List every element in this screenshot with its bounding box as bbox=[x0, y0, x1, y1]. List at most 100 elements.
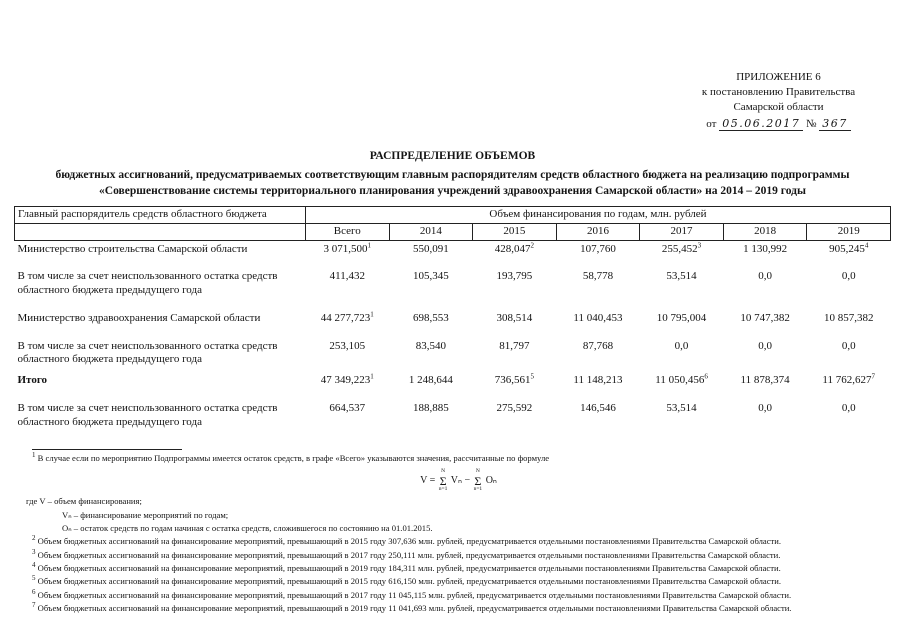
value-cell: 1 248,644 bbox=[408, 374, 453, 386]
formula-legend: где V – объем финансирования; Vₙ – финанс… bbox=[26, 495, 891, 535]
footnote-ref: 1 bbox=[370, 372, 374, 381]
appendix-line2: к постановлению Правительства bbox=[701, 85, 856, 98]
footnote-item: 7 Объем бюджетных ассигнований на финанс… bbox=[32, 600, 792, 613]
footnote-item: 5 Объем бюджетных ассигнований на финанс… bbox=[32, 574, 782, 587]
row-label: В том числе за счет неиспользованного ос… bbox=[17, 270, 278, 296]
appendix-block: ПРИЛОЖЕНИЕ 6 к постановлению Правительст… bbox=[666, 70, 891, 131]
column-header-financing: Объем финансирования по годам, млн. рубл… bbox=[305, 206, 891, 224]
value-cell: 47 349,2231 bbox=[320, 372, 374, 386]
footnote-ref: 3 bbox=[697, 240, 702, 249]
footnote-1: 1 В случае если по мероприятию Подпрогра… bbox=[32, 452, 891, 465]
value-cell: 188,885 bbox=[412, 401, 449, 414]
table-row: Министерство строительства Самарской обл… bbox=[15, 240, 891, 258]
row-label: В том числе за счет неиспользованного ос… bbox=[17, 339, 278, 366]
footnote-1-text: В случае если по мероприятию Подпрограмм… bbox=[37, 453, 550, 463]
value-cell: 664,537 bbox=[329, 401, 366, 414]
value-cell: 11 050,4566 bbox=[655, 372, 708, 386]
footnote-ref: 5 bbox=[530, 372, 535, 381]
footnote-item: 6 Объем бюджетных ассигнований на финанс… bbox=[32, 587, 792, 600]
value-cell: 44 277,7231 bbox=[320, 310, 374, 324]
year-header: 2014 bbox=[388, 222, 474, 241]
legend-line: где V – объем финансирования; bbox=[26, 496, 142, 507]
footnote-1-marker: 1 bbox=[32, 451, 36, 460]
year-header: 2016 bbox=[555, 222, 641, 241]
formula-term1: Vₙ bbox=[450, 475, 462, 487]
value-cell: 11 762,6277 bbox=[822, 372, 875, 386]
table-row: В том числе за счет неиспользованного ос… bbox=[15, 390, 891, 432]
footnote-items: 2 Объем бюджетных ассигнований на финанс… bbox=[26, 535, 891, 615]
footnotes-block: 1 В случае если по мероприятию Подпрогра… bbox=[26, 449, 891, 615]
value-cell: 3 071,5001 bbox=[323, 240, 372, 255]
formula: V = N Σ n=1 Vₙ − N Σ n=1 Oₙ bbox=[26, 469, 891, 492]
footnote-separator bbox=[32, 449, 182, 450]
value-cell: 105,345 bbox=[412, 270, 449, 283]
sigma-block-2: N Σ n=1 bbox=[473, 468, 483, 492]
table-row: Министерство здравоохранения Самарской о… bbox=[15, 300, 891, 328]
value-cell: 193,795 bbox=[496, 270, 533, 283]
budget-table: Главный распорядитель средств областного… bbox=[14, 206, 891, 431]
value-cell: 0,0 bbox=[758, 401, 772, 414]
footnote-ref: 4 bbox=[864, 240, 869, 249]
formula-minus: − bbox=[464, 475, 471, 487]
sigma-icon: Σ bbox=[439, 473, 447, 488]
value-cell: 428,0472 bbox=[494, 240, 535, 255]
header-row-1: Главный распорядитель средств областного… bbox=[14, 206, 891, 224]
handwritten-number: 367 bbox=[819, 116, 851, 131]
table-row: В том числе за счет неиспользованного ос… bbox=[15, 328, 891, 370]
footnote-ref: 7 bbox=[871, 372, 875, 381]
row-label: Итого bbox=[17, 374, 48, 386]
footnote-ref: 6 bbox=[704, 372, 708, 381]
value-cell: 11 148,213 bbox=[573, 374, 623, 386]
value-cell: 275,592 bbox=[496, 401, 533, 414]
column-header-distributor: Главный распорядитель средств областного… bbox=[14, 206, 306, 224]
value-cell: 83,540 bbox=[415, 339, 446, 352]
title-line2: бюджетных ассигнований, предусматриваемы… bbox=[55, 169, 850, 182]
appendix-number: ПРИЛОЖЕНИЕ 6 bbox=[736, 71, 821, 83]
formula-term2: Oₙ bbox=[485, 475, 497, 487]
value-cell: 146,546 bbox=[580, 401, 616, 414]
year-header: 2019 bbox=[806, 222, 891, 241]
value-cell: 411,432 bbox=[329, 270, 365, 283]
value-cell: 0,0 bbox=[758, 339, 772, 352]
appendix-date-line: от 05.06.2017 № 367 bbox=[666, 116, 891, 132]
value-cell: 11 040,453 bbox=[573, 311, 623, 324]
value-cell: 58,778 bbox=[582, 270, 614, 283]
header-row-2: Всего 2014 2015 2016 2017 2018 2019 bbox=[14, 222, 891, 241]
value-cell: 0,0 bbox=[841, 401, 856, 414]
table-body: Министерство строительства Самарской обл… bbox=[15, 240, 891, 431]
year-header: 2017 bbox=[639, 222, 724, 241]
row-label: Министерство здравоохранения Самарской о… bbox=[17, 311, 261, 324]
appendix-line3: Самарской области bbox=[733, 100, 824, 113]
footnote-ref: 2 bbox=[530, 240, 535, 249]
value-cell: 308,514 bbox=[496, 311, 533, 324]
table-header: Главный распорядитель средств областного… bbox=[14, 206, 891, 241]
value-cell: 255,4523 bbox=[661, 240, 702, 255]
value-cell: 0,0 bbox=[674, 339, 689, 352]
year-header: 2015 bbox=[472, 222, 557, 241]
value-cell: 81,797 bbox=[499, 339, 530, 352]
sigma-block-1: N Σ n=1 bbox=[438, 468, 448, 492]
value-cell: 0,0 bbox=[841, 270, 856, 283]
value-cell: 698,553 bbox=[412, 311, 449, 324]
value-cell: 107,760 bbox=[580, 242, 616, 255]
row-label: Министерство строительства Самарской обл… bbox=[17, 242, 248, 255]
legend-line: Oₙ – остаток средств по годам начиная с … bbox=[62, 522, 433, 533]
handwritten-date: 05.06.2017 bbox=[719, 116, 804, 131]
row-label: В том числе за счет неиспользованного ос… bbox=[17, 401, 278, 428]
footnote-marker: 3 bbox=[32, 547, 36, 556]
table-row: Итого 47 349,2231 1 248,644 736,5615 11 148,… bbox=[15, 369, 891, 390]
legend-line: Vₙ – финансирование мероприятий по годам… bbox=[62, 509, 229, 520]
value-cell: 10 857,382 bbox=[823, 311, 874, 324]
value-cell: 53,514 bbox=[666, 401, 697, 414]
value-cell: 253,105 bbox=[329, 339, 366, 352]
value-cell: 87,768 bbox=[582, 339, 614, 352]
value-cell: 10 795,004 bbox=[656, 311, 707, 324]
date-prefix: от bbox=[706, 117, 717, 130]
value-cell: 0,0 bbox=[758, 270, 772, 283]
footnote-marker: 2 bbox=[32, 534, 36, 543]
footnote-marker: 6 bbox=[32, 587, 36, 596]
title-line3: «Совершенствование системы территориальн… bbox=[99, 185, 806, 198]
value-cell: 53,514 bbox=[666, 270, 697, 283]
value-cell: 0,0 bbox=[841, 339, 856, 352]
footnote-marker: 7 bbox=[32, 600, 36, 609]
